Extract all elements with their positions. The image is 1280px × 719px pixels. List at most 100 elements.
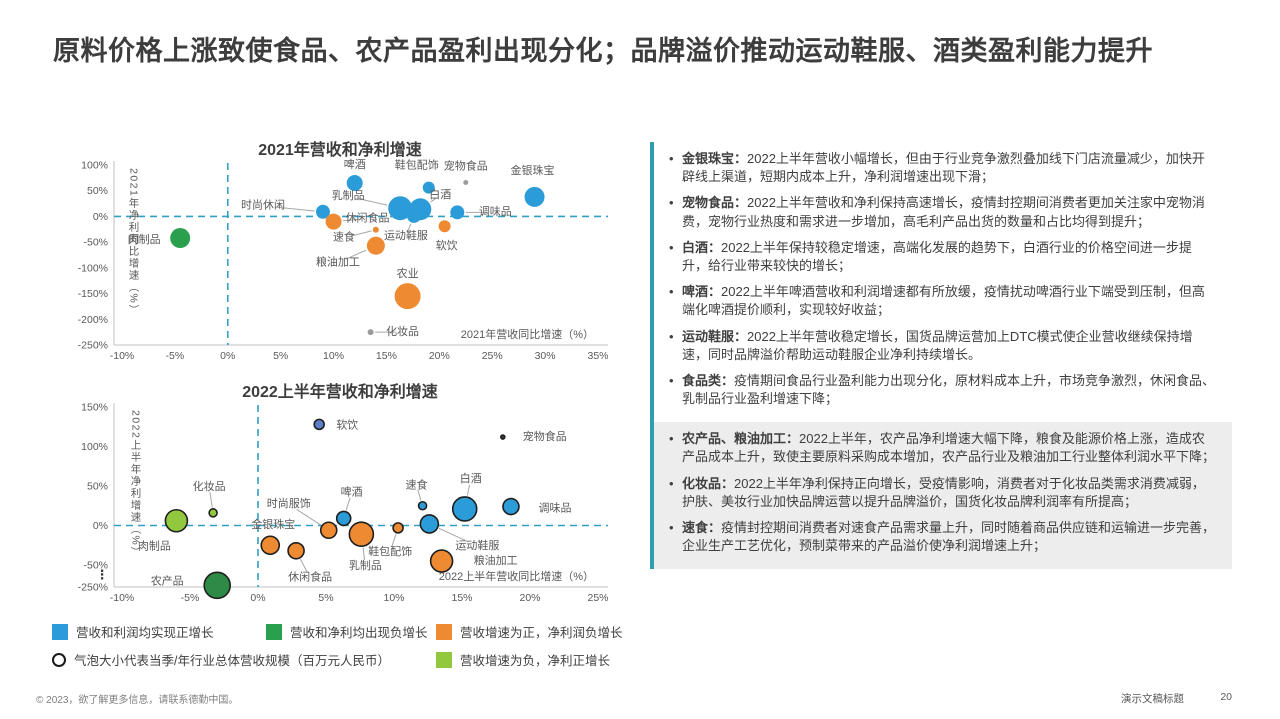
bubble-label: 宠物食品 <box>523 429 567 443</box>
bubble-label: 农业 <box>397 266 419 280</box>
chart-2022h1-canvas: -10% -5% 0% 5% 10% 15% 20% 25% 150% 100% 50% 0% -50%… <box>78 402 609 605</box>
bubble-label: 时尚休闲 <box>241 198 285 212</box>
bubble-label: 休闲食品 <box>288 570 332 584</box>
bullet-term: 啤酒： <box>682 284 722 300</box>
x-tick-label: 25% <box>482 350 503 362</box>
y-tick-label: -200% <box>78 314 108 326</box>
bubble-label: 化妆品 <box>386 324 419 338</box>
chart-2022h1-y-axis-title: 2022上半年净利增速（%） <box>129 410 142 559</box>
legend-item-positive: 营收和利润均实现正增长 <box>52 622 214 641</box>
bubble <box>463 179 469 185</box>
x-tick-label: 15% <box>451 592 472 604</box>
bubble-label: 农产品 <box>151 573 184 587</box>
chart-2021-canvas: -10% -5% 0% 5% 10% 15% 20% 25% 30% 35% 100% 50% 0% -5… <box>78 157 609 362</box>
bubble <box>450 205 465 220</box>
bullet-text: 2022上半年营收和净利保持高速增长，疫情封控期间消费者更加关注家中宠物消费，宠… <box>682 195 1205 229</box>
y-tick-label: 100% <box>81 160 108 172</box>
label-leader-line <box>407 223 412 233</box>
bullet-item: 化妆品：2022上半年净利保持正向增长，受疫情影响，消费者对于化妆品类需求消费减… <box>668 475 1216 511</box>
bubble <box>315 204 330 219</box>
bullet-item: 食品类：疫情期间食品行业盈利能力出现分化，原材料成本上升，市场竞争激烈，休闲食品… <box>668 372 1216 408</box>
bubble <box>348 521 375 547</box>
bubble <box>287 541 305 560</box>
legend-swatch-blue <box>52 623 68 640</box>
bubble-label: 金银珠宝 <box>511 163 555 177</box>
bubble-label: 啤酒 <box>344 157 366 171</box>
bubble <box>388 196 413 221</box>
legend-swatch-green <box>266 623 282 640</box>
y-tick-label: 150% <box>81 402 108 414</box>
bubble <box>422 181 435 194</box>
bullet-term: 宠物食品： <box>682 195 748 211</box>
bubble <box>164 508 189 533</box>
chart-2021-title: 2021年营收和净利增速 <box>258 142 422 159</box>
y-tick-label: 100% <box>81 441 108 453</box>
x-tick-label: 5% <box>273 350 288 362</box>
bubble-label: 速食 <box>406 478 428 492</box>
legend-item-revenue-negative: 营收增速为负，净利正增长 <box>436 650 610 669</box>
bullet-list-bottom: 农产品、粮油加工：2022上半年，农产品净利增速大幅下降，粮食及能源价格上涨，造… <box>668 430 1216 555</box>
legend-label: 营收和净利均出现负增长 <box>290 626 428 640</box>
x-tick-label: 5% <box>318 592 333 604</box>
y-tick-label: -50% <box>83 237 108 249</box>
x-tick-label: -5% <box>166 350 185 362</box>
bubble-label: 肉制品 <box>128 233 161 246</box>
bullet-text: 疫情期间食品行业盈利能力出现分化，原材料成本上升，市场竞争激烈，休闲食品、乳制品… <box>682 372 1216 407</box>
bubble-label: 金银珠宝 <box>251 517 295 531</box>
bubble <box>325 213 342 230</box>
y-tick-label: -50% <box>83 560 108 572</box>
commentary-panel: 金银珠宝：2022上半年营收小幅增长，但由于行业竞争激烈叠加线下门店流量减少，加… <box>650 142 1232 570</box>
bullet-text: 2022上半年净利保持正向增长，受疫情影响，消费者对于化妆品类需求消费减弱，护肤… <box>682 475 1205 509</box>
bubble <box>208 508 218 518</box>
bubble <box>367 329 374 336</box>
bubble <box>502 497 520 516</box>
legend-swatch-orange <box>436 623 452 640</box>
bubble-size-circle-icon <box>52 652 66 667</box>
slide-footer: © 2023，欲了解更多信息，请联系德勤中国。 演示文稿标题 20 <box>0 688 1280 712</box>
y-tick-label: -250% <box>78 582 108 594</box>
legend-item-bubble-size: 气泡大小代表当季/年行业总体营收规模（百万元人民币） <box>52 650 390 669</box>
label-leader-line <box>350 230 372 237</box>
x-tick-label: 30% <box>535 350 556 362</box>
chart-2021-y-axis-title: 2021年净利同比增速（%） <box>127 168 140 317</box>
bubble-label: 软饮 <box>336 417 358 431</box>
footer-copyright: © 2023，欲了解更多信息，请联系德勤中国。 <box>36 695 239 706</box>
panel-section-top: 金银珠宝：2022上半年营收小幅增长，但由于行业竞争激烈叠加线下门店流量减少，加… <box>650 142 1232 422</box>
bubble <box>372 226 379 233</box>
bubble <box>313 418 325 431</box>
bullet-term: 食品类： <box>682 372 735 388</box>
y-tick-label: 0% <box>93 211 108 223</box>
bullet-term: 白酒： <box>682 239 722 255</box>
bullet-term: 运动鞋服： <box>682 328 748 344</box>
legend-label: 营收增速为负，净利正增长 <box>460 654 611 668</box>
bubble-label: 化妆品 <box>193 479 226 493</box>
label-leader-line <box>300 558 308 573</box>
y-tick-label: 50% <box>87 481 108 493</box>
bubble <box>366 236 385 255</box>
label-leader-line <box>362 547 366 560</box>
y-tick-label: 0% <box>93 520 108 532</box>
bullet-term: 农产品、粮油加工： <box>682 431 800 447</box>
x-axis-title: 2021年营收同比增速（%） <box>461 327 594 341</box>
bubble-label: 粮油加工 <box>316 255 360 269</box>
page-title: 原料价格上涨致使食品、农产品盈利出现分化；品牌溢价推动运动鞋服、酒类盈利能力提升 <box>53 36 1153 66</box>
bullet-item: 白酒：2022上半年保持较稳定增速，高端化发展的趋势下，白酒行业的价格空间进一步… <box>668 239 1216 275</box>
label-leader-line <box>209 491 213 508</box>
bullet-text: 2022上半年保持较稳定增速，高端化发展的趋势下，白酒行业的价格空间进一步提升，… <box>682 239 1192 273</box>
bubble <box>203 571 231 600</box>
bubble-label: 运动鞋服 <box>384 228 428 242</box>
bubble-label: 白酒 <box>429 187 451 201</box>
bullet-list-top: 金银珠宝：2022上半年营收小幅增长，但由于行业竞争激烈叠加线下门店流量减少，加… <box>668 150 1216 408</box>
legend-label: 气泡大小代表当季/年行业总体营收规模（百万元人民币） <box>74 654 390 668</box>
bubble-label: 宠物食品 <box>444 158 488 172</box>
label-leader-line <box>358 198 388 206</box>
bubble-label: 乳制品 <box>349 559 382 572</box>
bullet-item: 金银珠宝：2022上半年营收小幅增长，但由于行业竞争激烈叠加线下门店流量减少，加… <box>668 150 1216 186</box>
bullet-item: 宠物食品：2022上半年营收和净利保持高速增长，疫情封控期间消费者更加关注家中宠… <box>668 194 1216 230</box>
x-tick-label: 0% <box>250 592 265 604</box>
bullet-text: 2022上半年营收稳定增长，国货品牌运营加上DTC模式使企业营收继续保持增速，同… <box>682 328 1193 362</box>
bullet-text: 2022上半年营收小幅增长，但由于行业竞争激烈叠加线下门店流量减少，加快开辟线上… <box>682 151 1205 185</box>
label-leader-line <box>417 489 422 501</box>
label-leader-line <box>345 497 351 511</box>
